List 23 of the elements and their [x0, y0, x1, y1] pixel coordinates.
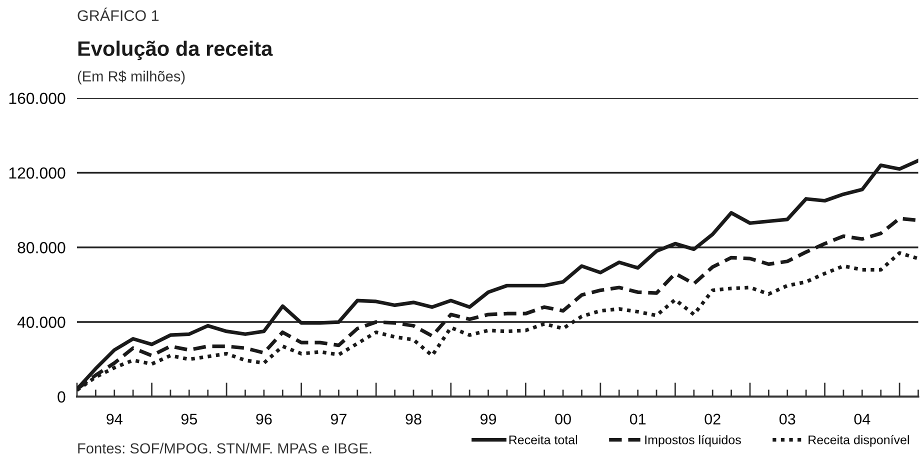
chart-subtitle: (Em R$ milhões) — [78, 70, 185, 84]
x-tick-label: 98 — [406, 414, 422, 425]
chart-title: Evolução da receita — [78, 40, 273, 60]
y-tick-label: 40.000 — [17, 316, 66, 328]
legend-label: Impostos líquidos — [645, 434, 741, 447]
legend-label: Receita total — [509, 435, 578, 444]
legend-label: Receita disponível — [808, 434, 909, 447]
x-tick-label: 95 — [181, 414, 198, 425]
x-tick-label: 03 — [779, 414, 796, 425]
x-tick-label: 96 — [256, 414, 272, 425]
y-tick-label: 120.000 — [9, 167, 66, 179]
x-tick-label: 00 — [555, 414, 571, 425]
text: GRÁFICO 1 — [78, 8, 159, 22]
y-tick-label: 160.000 — [9, 92, 66, 104]
x-tick-label: 94 — [106, 414, 122, 425]
x-tick-label: 01 — [630, 414, 646, 425]
text: Fontes: SOF/MPOG. STN/MF. MPAS e IBGE. — [78, 442, 372, 454]
x-tick-label: 04 — [854, 414, 870, 425]
x-tick-label: 97 — [330, 414, 346, 425]
y-tick-label: 80.000 — [18, 242, 66, 254]
x-tick-label: 99 — [480, 414, 496, 425]
x-tick-label: 02 — [704, 414, 720, 425]
y-tick-label: 0 — [58, 391, 66, 403]
